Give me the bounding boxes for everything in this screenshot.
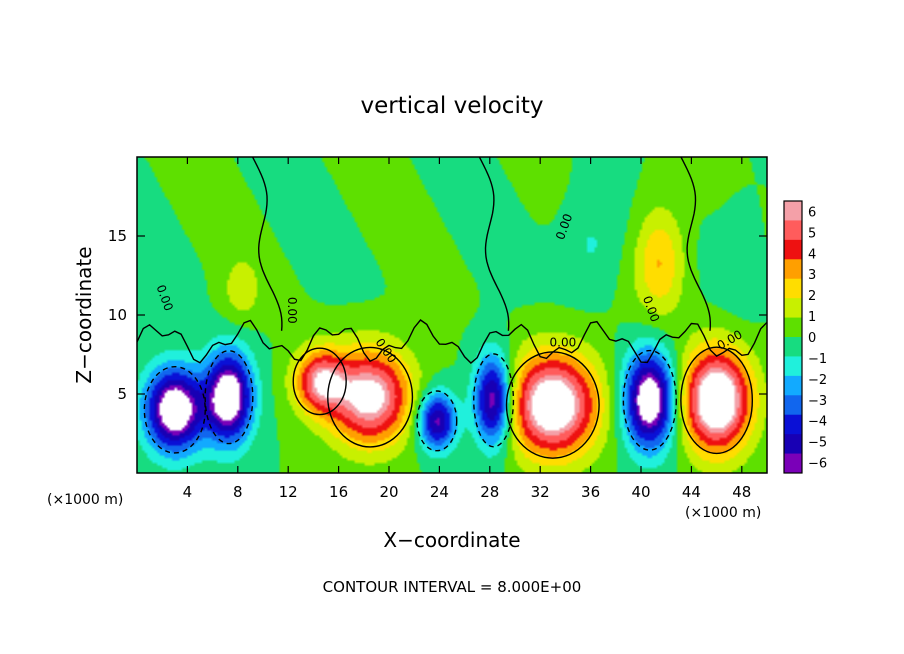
downdraft-contour — [622, 349, 677, 451]
colorbar-tick-label: −3 — [808, 394, 827, 409]
colorbar-tick-label: 6 — [808, 205, 816, 220]
x-unit-right: (×1000 m) — [685, 505, 761, 521]
colorbar-swatch — [784, 278, 802, 299]
downdraft-contour — [416, 390, 458, 452]
colorbar-tick-label: 4 — [808, 247, 816, 262]
colorbar-tick-label: −1 — [808, 352, 827, 367]
x-tick-label: 16 — [329, 483, 348, 501]
x-tick-label: 12 — [279, 483, 298, 501]
zero-contour-vertical — [478, 157, 510, 331]
colorbar-swatch — [784, 356, 802, 377]
x-tick-label: 32 — [531, 483, 550, 501]
contour-interval-note: CONTOUR INTERVAL = 8.000E+00 — [323, 578, 582, 596]
colorbar-swatch — [784, 337, 802, 357]
x-axis-label: X−coordinate — [383, 528, 520, 552]
y-tick-label: 5 — [117, 385, 127, 403]
x-tick-label: 44 — [682, 483, 701, 501]
colorbar-tick-label: −5 — [808, 436, 827, 451]
colorbar-tick-label: −4 — [808, 415, 827, 430]
x-tick-label: 4 — [183, 483, 193, 501]
colorbar-swatch — [784, 414, 802, 435]
colorbar-swatch — [784, 395, 802, 416]
y-tick-label: 15 — [108, 227, 127, 245]
colorbar-swatch — [784, 375, 802, 396]
x-tick-label: 24 — [430, 483, 449, 501]
colorbar-swatch — [784, 220, 802, 241]
colorbar-tick-label: 1 — [808, 310, 816, 325]
x-unit-left: (×1000 m) — [47, 492, 123, 508]
updraft-contour — [327, 346, 414, 448]
x-tick-label: 36 — [581, 483, 600, 501]
colorbar-tick-label: 0 — [808, 331, 816, 346]
x-tick-label: 48 — [732, 483, 751, 501]
zero-contour-vertical — [251, 157, 283, 331]
colorbar-tick-label: −2 — [808, 373, 827, 388]
chart-title: vertical velocity — [361, 93, 544, 119]
downdraft-contour — [204, 350, 254, 445]
y-tick-label: 10 — [108, 306, 127, 324]
colorbar-swatch — [784, 239, 802, 260]
y-axis-label: Z−coordinate — [72, 246, 96, 383]
contour-label: 0.00 — [285, 297, 299, 324]
downdraft-contour — [143, 365, 206, 454]
y-axis-ticks: 5 10 15 — [108, 227, 767, 403]
colorbar-frame — [783, 200, 803, 474]
colorbar-swatch — [784, 298, 802, 319]
contour-label: 0.00 — [550, 336, 577, 350]
colorbar-swatch — [784, 201, 802, 221]
colorbar-tick-label: 2 — [808, 289, 816, 304]
colorbar-tick-label: 3 — [808, 268, 816, 283]
colorbar-swatch — [784, 259, 802, 280]
colorbar-tick-label: 5 — [808, 226, 816, 241]
x-tick-label: 8 — [233, 483, 243, 501]
updraft-contour — [292, 347, 347, 416]
velocity-field — [137, 157, 767, 473]
contour-lines — [137, 157, 767, 459]
zero-contour-vertical — [680, 157, 711, 331]
x-tick-label: 40 — [631, 483, 650, 501]
x-axis-ticks: 4 8 12 16 20 24 28 32 36 40 44 48 — [183, 157, 751, 501]
downdraft-contour — [473, 353, 515, 448]
zero-contour — [137, 319, 767, 364]
colorbar-swatch — [784, 434, 802, 455]
colorbar: 6 5 4 3 2 1 0 −1 −2 −3 −4 −5 −6 — [783, 200, 827, 474]
colorbar-swatch — [784, 317, 802, 338]
updraft-contour — [680, 346, 754, 455]
colorbar-swatch — [784, 453, 802, 474]
x-tick-label: 20 — [379, 483, 398, 501]
x-tick-label: 28 — [480, 483, 499, 501]
colorbar-tick-label: −6 — [808, 457, 827, 472]
